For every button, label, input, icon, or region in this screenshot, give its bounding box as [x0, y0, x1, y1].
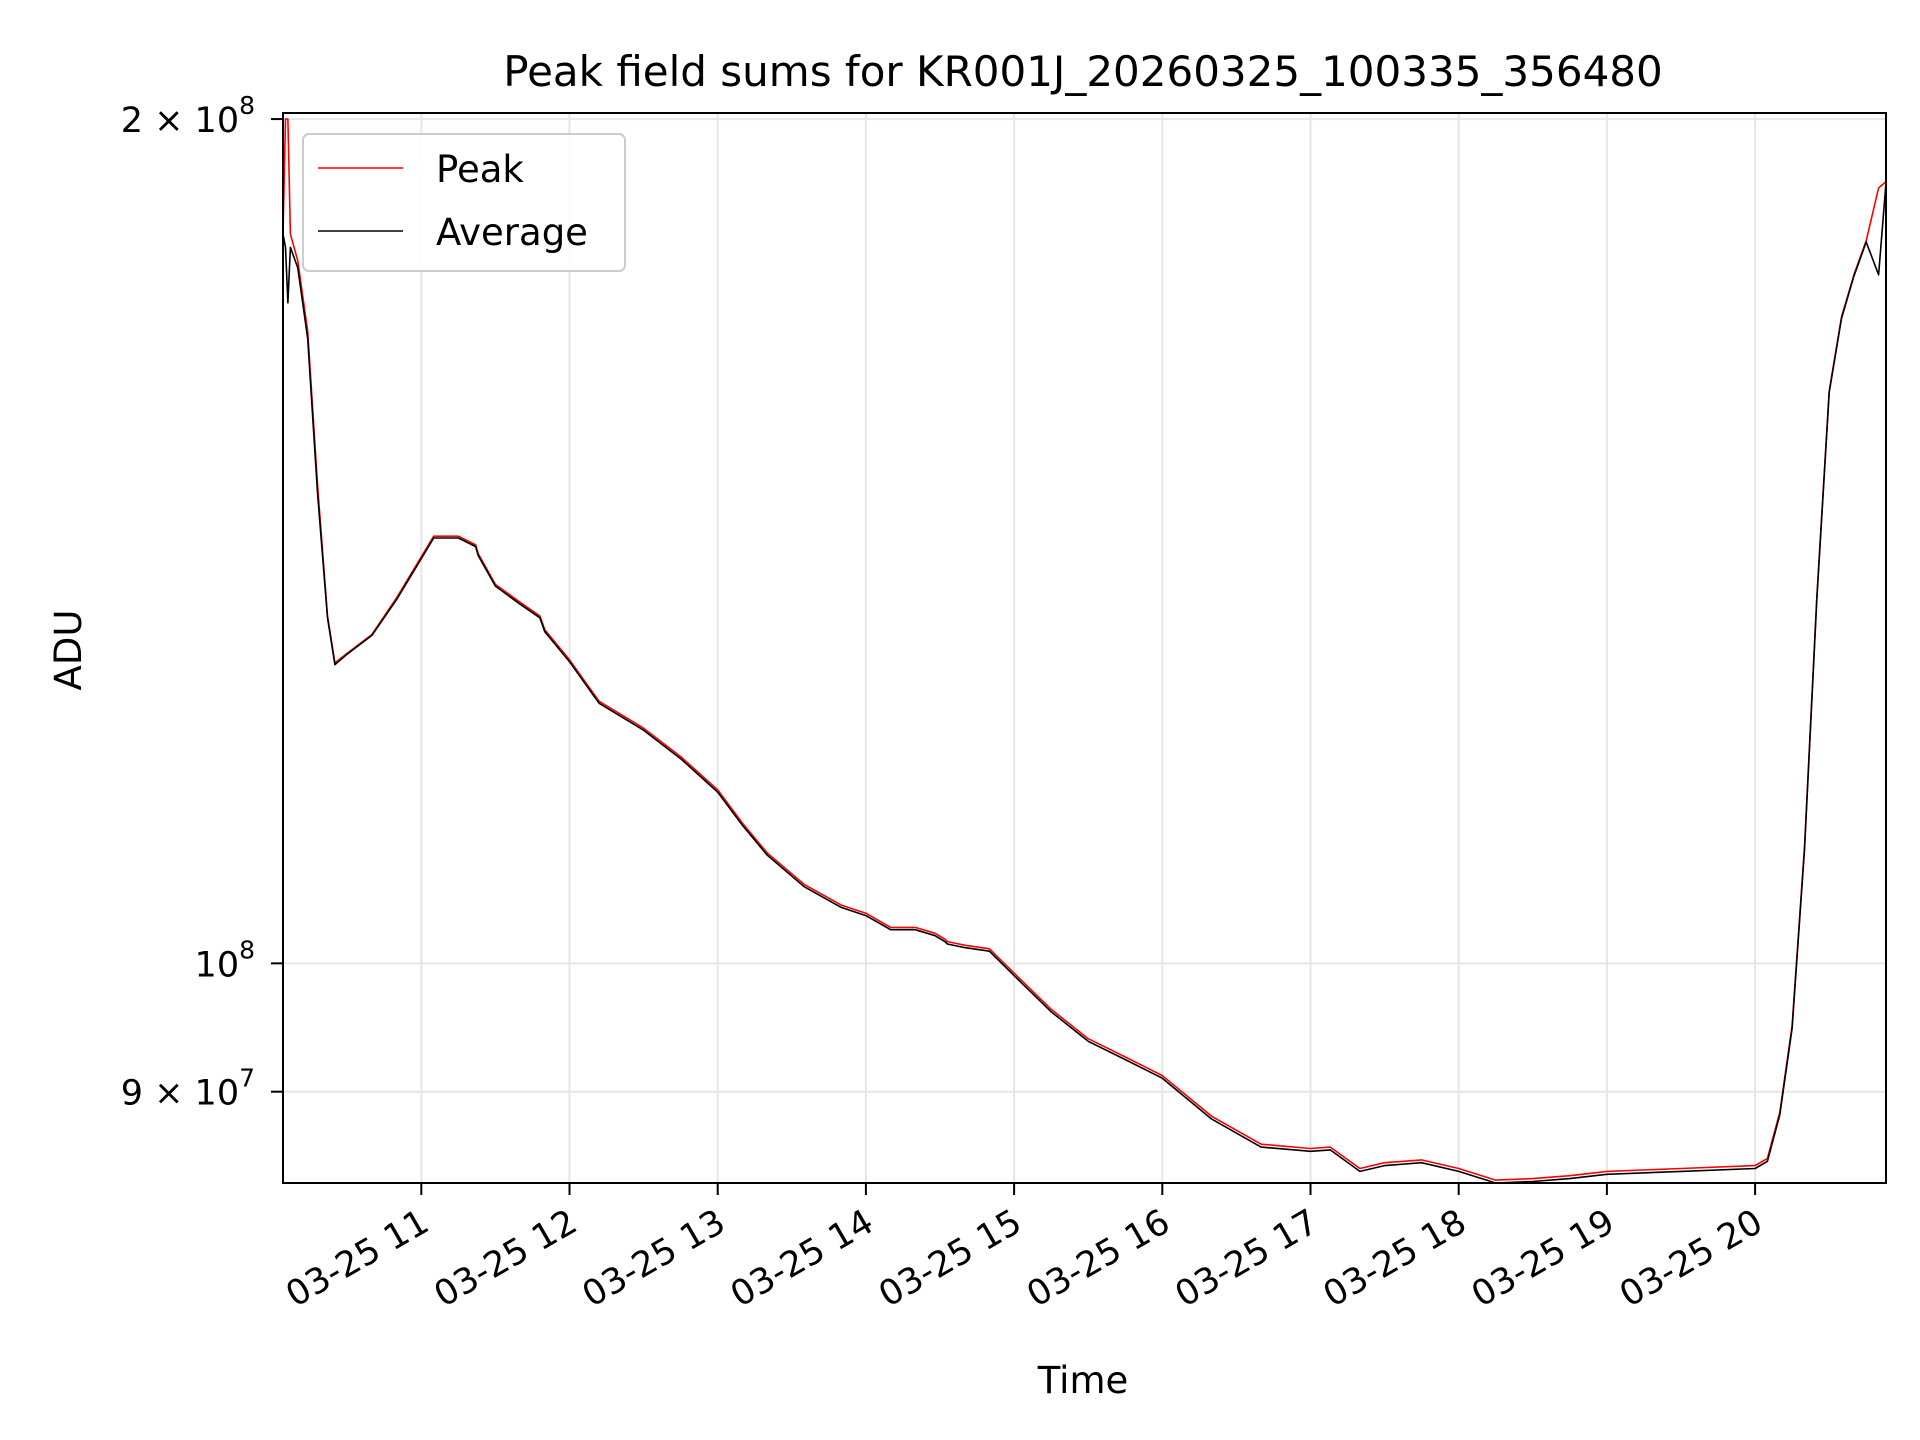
chart-title: Peak field sums for KR001J_20260325_1003… [503, 47, 1663, 96]
y-axis-label: ADU [47, 610, 90, 691]
legend-label-average: Average [436, 211, 588, 254]
y-tick-label: 2 × 108 [121, 91, 255, 141]
series-line-average [282, 182, 1887, 1184]
series-line-peak [282, 118, 1887, 1181]
series-lines [282, 118, 1887, 1184]
y-axis-ticks: 2 × 108 108 9 × 107 [121, 91, 283, 1114]
legend: Peak Average [302, 133, 626, 272]
x-axis-label: Time [1037, 1359, 1129, 1402]
legend-label-peak: Peak [436, 148, 524, 191]
plot-frame [282, 112, 1887, 1184]
grid [283, 113, 1886, 1183]
y-tick-label: 108 [195, 935, 255, 985]
y-tick-label: 9 × 107 [121, 1064, 255, 1114]
